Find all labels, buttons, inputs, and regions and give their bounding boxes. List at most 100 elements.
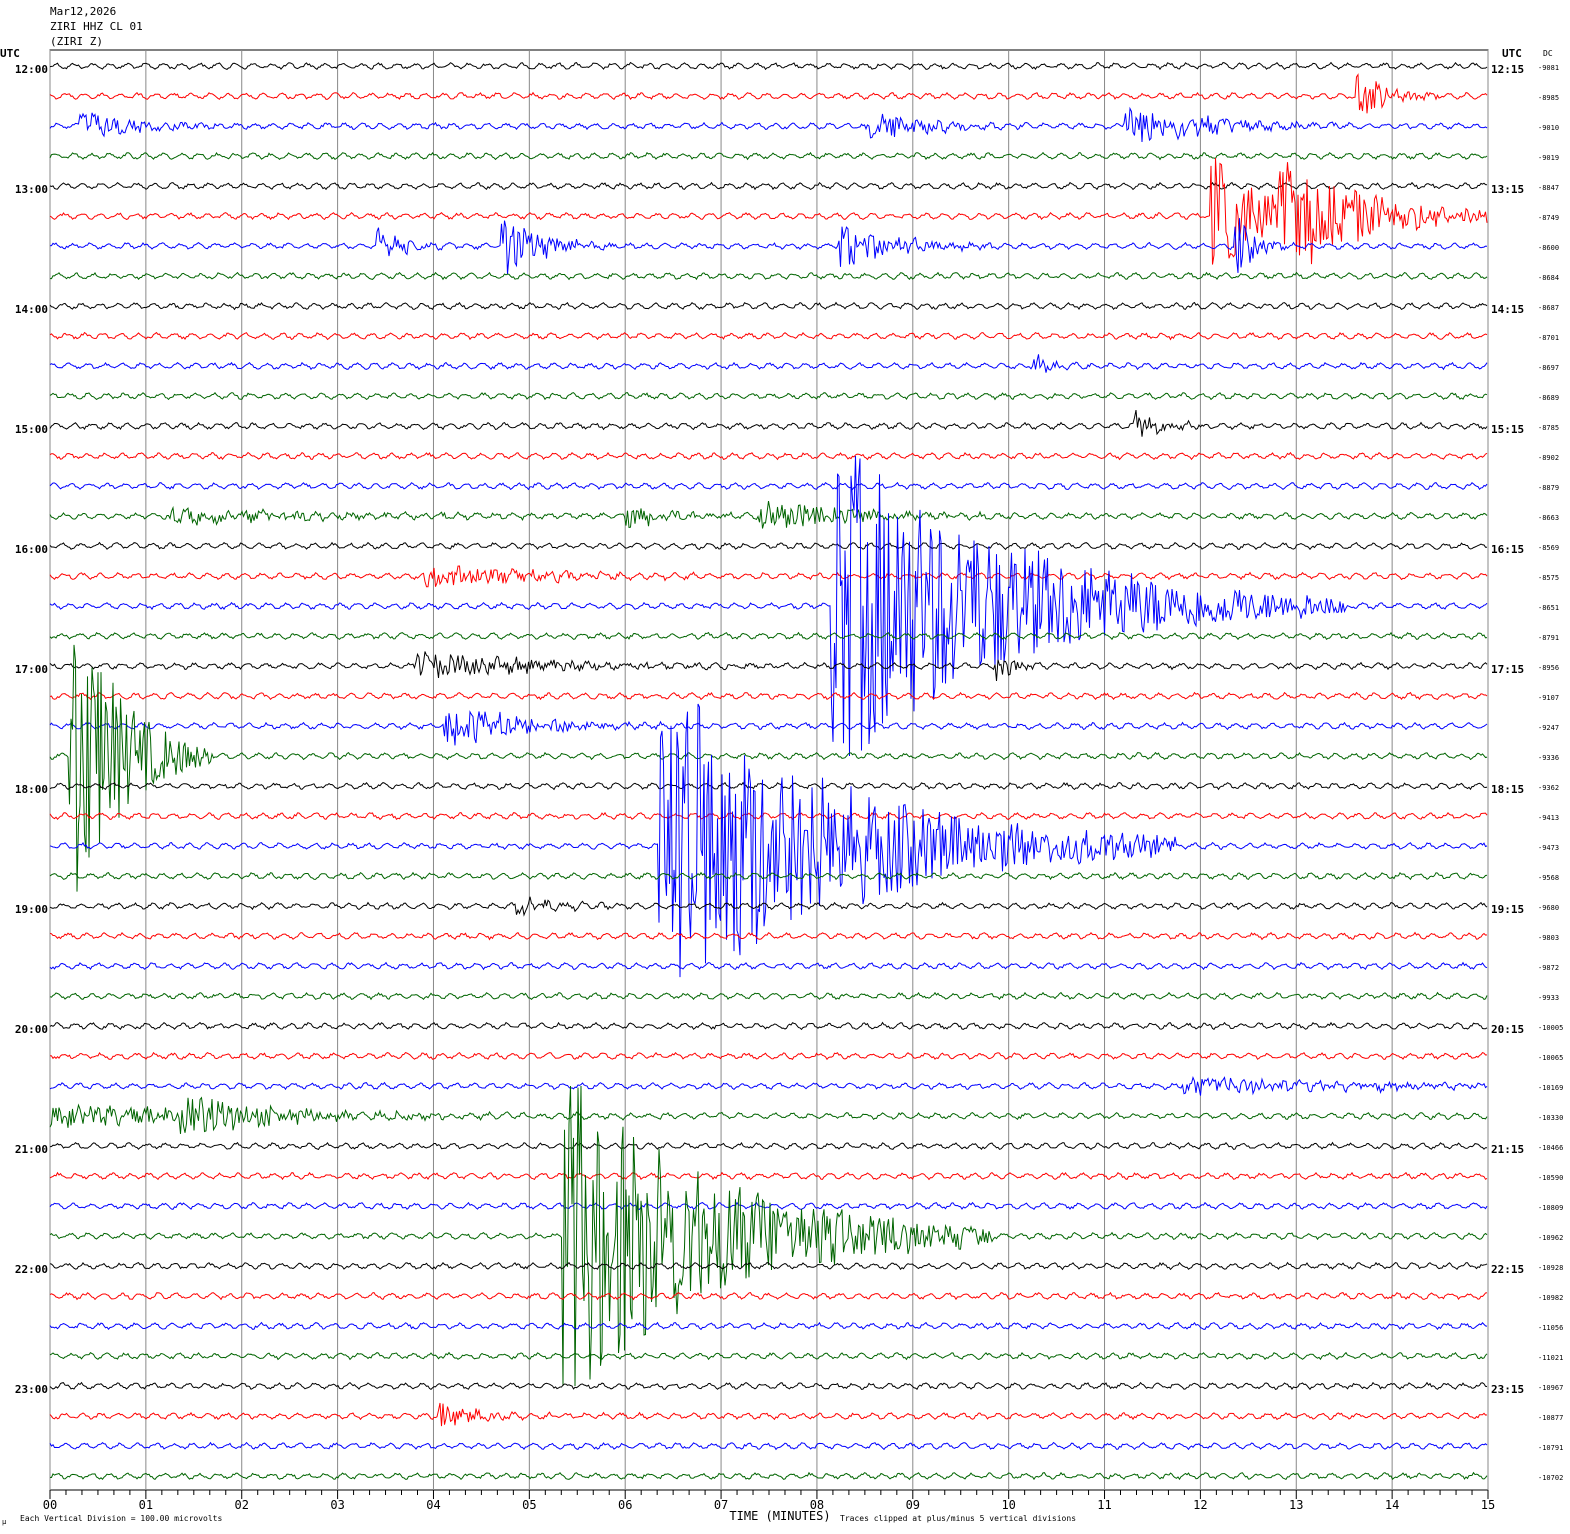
seismic-trace [49, 451, 1488, 461]
dc-offset-label: -8956 [1538, 664, 1559, 672]
left-hour-label: 22:00 [15, 1263, 48, 1276]
x-tick-label: 07 [714, 1498, 728, 1512]
seismic-trace [49, 1171, 1488, 1181]
x-tick-label: 00 [43, 1498, 57, 1512]
seismic-trace [49, 1141, 1487, 1151]
left-hour-label: 19:00 [15, 903, 48, 916]
seismic-trace [49, 781, 1488, 791]
left-hour-label: 18:00 [15, 783, 48, 796]
corner-mark: µ [2, 1518, 7, 1526]
seismic-trace [49, 455, 1488, 757]
right-hour-label: 19:15 [1491, 903, 1524, 916]
dc-offset-label: -8663 [1538, 514, 1559, 522]
right-hour-label: 22:15 [1491, 1263, 1524, 1276]
right-utc-label: UTC [1502, 47, 1522, 60]
dc-offset-label: -10330 [1538, 1114, 1563, 1122]
seismic-trace [49, 991, 1488, 1001]
dc-offset-label: -8697 [1538, 364, 1559, 372]
dc-offset-label: -9336 [1538, 754, 1559, 762]
dc-offset-label: -11021 [1538, 1354, 1563, 1362]
dc-offset-label: -8689 [1538, 394, 1559, 402]
seismic-trace [49, 1321, 1488, 1331]
dc-offset-label: -9081 [1538, 64, 1559, 72]
seismic-trace [49, 1471, 1488, 1481]
seismic-trace [49, 541, 1487, 551]
x-tick-label: 06 [618, 1498, 632, 1512]
seismic-trace [49, 501, 1488, 529]
seismic-trace [49, 931, 1488, 941]
dc-offset-label: -9413 [1538, 814, 1559, 822]
left-hour-label: 21:00 [15, 1143, 48, 1156]
dc-offset-label: -10702 [1538, 1474, 1563, 1482]
left-hour-label: 12:00 [15, 63, 48, 76]
seismic-trace [49, 811, 1488, 821]
x-tick-label: 10 [1001, 1498, 1015, 1512]
seismic-trace [49, 1201, 1488, 1211]
seismic-trace [49, 301, 1488, 311]
dc-offset-label: -8600 [1538, 244, 1559, 252]
dc-offset-label: -9019 [1538, 154, 1559, 162]
seismic-trace [50, 271, 1488, 281]
seismic-trace [49, 1085, 1488, 1387]
seismic-trace [49, 691, 1488, 701]
x-tick-label: 12 [1193, 1498, 1207, 1512]
left-hour-label: 23:00 [15, 1383, 48, 1396]
dc-offset-label: -9247 [1538, 724, 1559, 732]
dc-offset-label: -8684 [1538, 274, 1559, 282]
seismic-trace [49, 1351, 1488, 1361]
plot-frame [49, 49, 1489, 1491]
seismic-trace [49, 1051, 1488, 1061]
dc-offset-label: -11056 [1538, 1324, 1563, 1332]
dc-offset-label: -8785 [1538, 424, 1559, 432]
dc-offset-label: -10928 [1538, 1264, 1563, 1272]
x-axis-title: TIME (MINUTES) [729, 1509, 830, 1523]
x-tick-label: 13 [1289, 1498, 1303, 1512]
right-hour-label: 15:15 [1491, 423, 1524, 436]
header-date: Mar12,2026 [50, 5, 117, 18]
seismic-trace [49, 896, 1488, 917]
seismic-trace [49, 1402, 1488, 1427]
dc-offset-label: -9362 [1538, 784, 1559, 792]
dc-offset-label: -9568 [1538, 874, 1559, 882]
seismic-trace [49, 354, 1488, 373]
seismic-trace [49, 410, 1488, 437]
left-hour-label: 15:00 [15, 423, 48, 436]
seismic-trace [49, 565, 1488, 588]
x-tick-label: 11 [1097, 1498, 1111, 1512]
seismic-trace [49, 1076, 1488, 1096]
x-tick-label: 05 [522, 1498, 536, 1512]
dc-offset-label: -10791 [1538, 1444, 1563, 1452]
right-hour-label: 23:15 [1491, 1383, 1524, 1396]
x-tick-label: 08 [810, 1498, 824, 1512]
seismic-trace [49, 961, 1488, 971]
left-hour-label: 13:00 [15, 183, 48, 196]
dc-offset-label: -9680 [1538, 904, 1559, 912]
seismic-trace [49, 218, 1488, 275]
x-tick-label: 01 [139, 1498, 153, 1512]
dc-offset-label: -9010 [1538, 124, 1559, 132]
dc-offset-label: -10967 [1538, 1384, 1563, 1392]
seismic-trace [49, 106, 1488, 143]
dc-offset-label: -8791 [1538, 634, 1559, 642]
x-tick-label: 09 [906, 1498, 920, 1512]
dc-offset-label: -8749 [1538, 214, 1559, 222]
x-tick-label: 15 [1481, 1498, 1495, 1512]
dc-offset-label: -10982 [1538, 1294, 1563, 1302]
dc-offset-label: -8575 [1538, 574, 1559, 582]
right-hour-label: 13:15 [1491, 183, 1524, 196]
dc-offset-label: -10962 [1538, 1234, 1563, 1242]
x-tick-label: 03 [330, 1498, 344, 1512]
left-utc-label: UTC [0, 47, 20, 60]
seismic-trace [49, 181, 1488, 191]
seismic-trace [49, 710, 1488, 746]
right-hour-label: 14:15 [1491, 303, 1524, 316]
seismic-trace [49, 1441, 1488, 1451]
seismic-trace [49, 481, 1488, 491]
seismic-trace [49, 871, 1488, 881]
dc-offset-label: -10590 [1538, 1174, 1563, 1182]
dc-offset-label: -8847 [1538, 184, 1559, 192]
right-hour-label: 18:15 [1491, 783, 1524, 796]
seismic-trace [49, 1021, 1488, 1031]
seismic-trace [49, 703, 1488, 978]
right-hour-label: 12:15 [1491, 63, 1524, 76]
